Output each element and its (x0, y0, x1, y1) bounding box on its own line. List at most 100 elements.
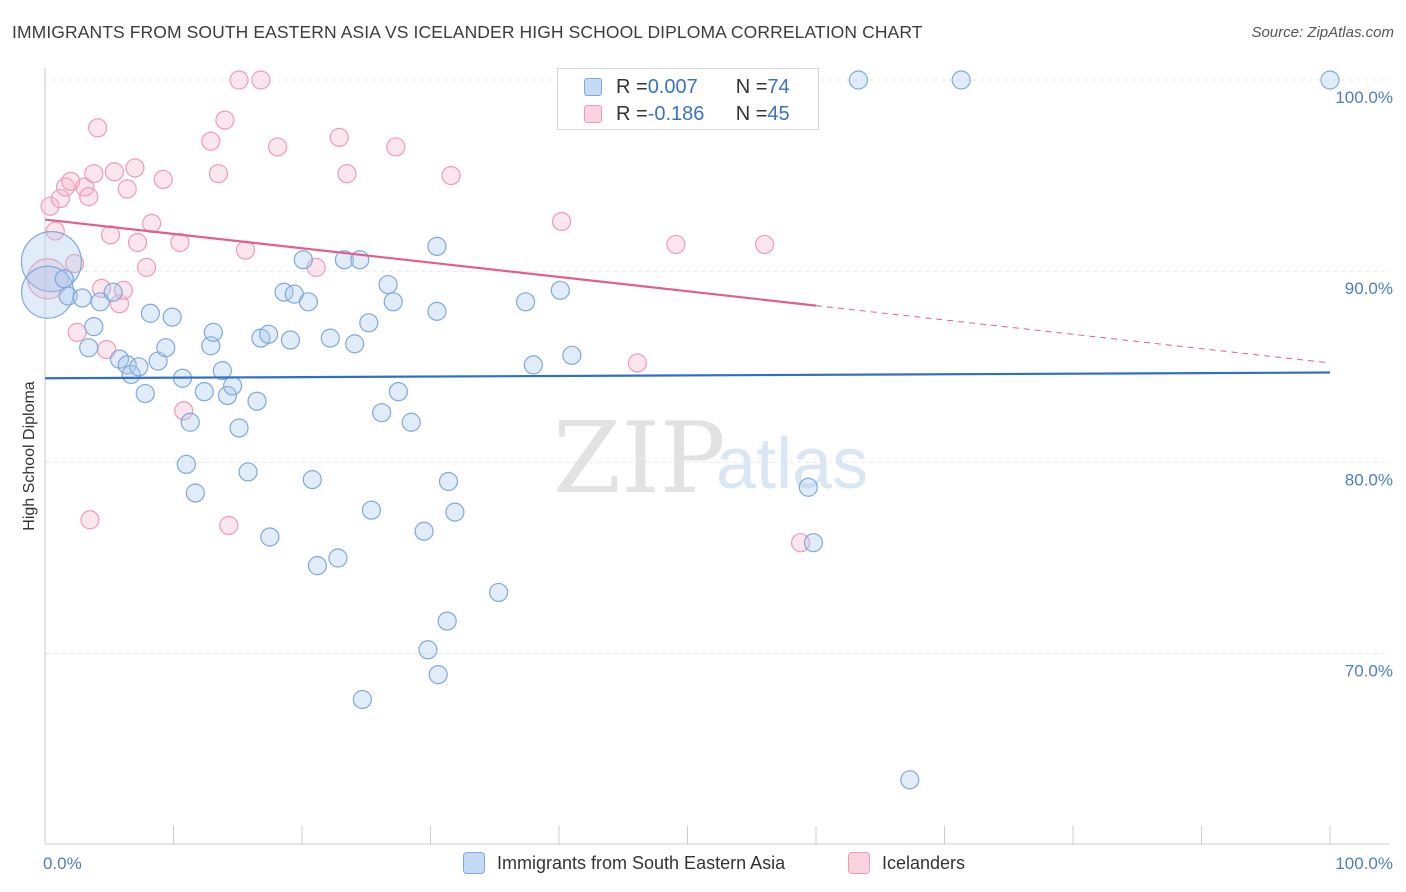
point-icelanders (201, 131, 221, 151)
point-immigrants (79, 338, 99, 358)
point-immigrants (223, 376, 243, 396)
point-icelanders (127, 232, 148, 253)
legend-label-immigrants: Immigrants from South Eastern Asia (497, 852, 786, 873)
point-immigrants (185, 483, 205, 503)
point-immigrants (247, 391, 267, 411)
point-immigrants (109, 349, 130, 369)
point-immigrants (103, 282, 123, 302)
point-immigrants (293, 250, 313, 270)
point-immigrants (438, 471, 459, 492)
point-icelanders (229, 70, 249, 90)
y-tick-label: 80.0% (1345, 470, 1393, 489)
point-immigrants (90, 292, 110, 312)
point-immigrants (798, 477, 818, 497)
point-icelanders (174, 401, 194, 421)
point-immigrants (129, 357, 149, 377)
point-icelanders (441, 166, 461, 186)
point-icelanders (251, 70, 271, 90)
point-icelanders (754, 234, 775, 255)
legend-r-label: R = (616, 102, 648, 125)
point-immigrants (194, 382, 214, 402)
point-icelanders (64, 253, 85, 274)
axes (44, 68, 1390, 845)
legend-n-value: 45 (767, 102, 790, 125)
grid-lines (45, 79, 1390, 655)
point-icelanders (55, 177, 76, 197)
point-immigrants (58, 286, 78, 306)
point-immigrants (378, 274, 398, 295)
point-immigrants (298, 292, 319, 312)
point-icelanders (136, 257, 157, 277)
point-immigrants (212, 361, 232, 381)
point-icelanders (104, 162, 124, 182)
point-icelanders (235, 240, 256, 260)
point-icelanders (666, 234, 686, 255)
point-immigrants (84, 317, 104, 337)
point-icelanders (386, 137, 406, 157)
point-immigrants (445, 502, 465, 522)
watermark-atlas: atlas (716, 424, 868, 504)
point-immigrants (345, 334, 365, 354)
y-tick-label: 70.0% (1345, 662, 1393, 681)
point-immigrants (427, 301, 447, 321)
point-icelanders (50, 188, 71, 209)
point-immigrants (359, 313, 379, 333)
legend-row-blue: R = 0.007 N = 74 (558, 74, 790, 100)
point-immigrants (20, 231, 83, 293)
point-immigrants (515, 292, 536, 312)
legend-r-value: 0.007 (647, 75, 698, 98)
point-immigrants (280, 330, 301, 350)
point-immigrants (217, 385, 238, 406)
legend-swatch-pink (584, 105, 602, 123)
point-immigrants (418, 640, 438, 660)
point-immigrants (352, 689, 372, 710)
point-icelanders (117, 179, 137, 199)
legend-n-label: N = (735, 75, 768, 98)
legend-r-label: R = (616, 75, 648, 98)
point-icelanders (329, 127, 349, 147)
point-immigrants (302, 470, 322, 490)
point-icelanders (125, 158, 145, 178)
legend-item-icelanders: Icelanders (848, 852, 965, 874)
point-immigrants (1320, 70, 1340, 90)
point-immigrants (523, 355, 543, 375)
correlation-legend: R = 0.007 N = 74 R = -0.186 N = 45 (557, 68, 819, 130)
point-icelanders (219, 515, 239, 536)
trend-line-immigrants (44, 371, 1331, 380)
legend-label-icelanders: Icelanders (882, 852, 966, 873)
point-immigrants (260, 527, 280, 547)
point-immigrants (307, 556, 328, 576)
point-immigrants (258, 324, 279, 344)
point-icelanders (267, 137, 288, 157)
point-icelanders (45, 221, 65, 241)
point-icelanders (67, 322, 87, 342)
point-icelanders (627, 353, 647, 373)
legend-r-value: -0.186 (647, 102, 705, 125)
point-immigrants (562, 345, 582, 365)
point-icelanders (80, 510, 100, 530)
point-icelanders (208, 164, 229, 184)
point-icelanders (551, 211, 572, 232)
point-immigrants (156, 338, 176, 358)
point-immigrants (320, 328, 340, 348)
x-tick-label-min: 0.0% (43, 854, 82, 873)
trend-lines (44, 218, 1331, 380)
point-immigrants (550, 280, 570, 300)
point-immigrants (388, 382, 408, 402)
point-icelanders (170, 232, 190, 253)
point-immigrants (140, 303, 160, 323)
legend-swatch-immigrants (463, 852, 485, 874)
point-icelanders (215, 110, 235, 130)
point-immigrants (900, 770, 920, 790)
legend-row-pink: R = -0.186 N = 45 (558, 101, 790, 127)
point-immigrants (427, 236, 447, 256)
watermark-zip: ZIP (553, 402, 726, 516)
point-immigrants (238, 462, 258, 482)
point-immigrants (401, 412, 421, 432)
point-immigrants (437, 611, 457, 631)
point-immigrants (372, 403, 392, 423)
legend-swatch-icelanders (848, 852, 870, 874)
legend-n-label: N = (735, 102, 768, 125)
point-icelanders (75, 177, 95, 197)
